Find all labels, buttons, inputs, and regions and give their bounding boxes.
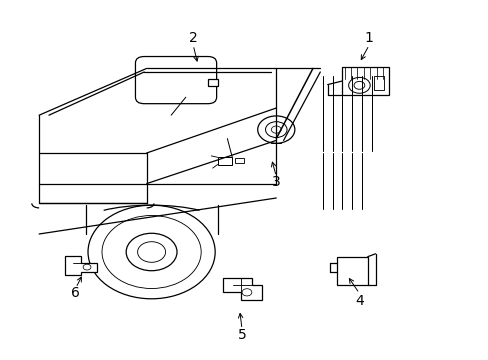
- Text: 3: 3: [271, 175, 280, 189]
- Circle shape: [271, 126, 281, 133]
- Circle shape: [242, 289, 251, 296]
- Bar: [217, 157, 232, 165]
- Text: 4: 4: [354, 294, 363, 307]
- Polygon shape: [64, 256, 97, 275]
- Circle shape: [83, 264, 91, 270]
- Bar: [234, 158, 243, 163]
- FancyBboxPatch shape: [135, 57, 216, 104]
- Polygon shape: [223, 278, 261, 300]
- Text: 2: 2: [188, 31, 197, 45]
- Bar: [373, 76, 383, 90]
- Bar: [337, 257, 367, 285]
- Circle shape: [257, 116, 294, 143]
- Text: 5: 5: [237, 328, 246, 342]
- Polygon shape: [207, 79, 217, 86]
- Circle shape: [265, 122, 286, 138]
- Bar: [342, 67, 388, 95]
- Text: 6: 6: [71, 287, 80, 300]
- Text: 1: 1: [364, 31, 373, 45]
